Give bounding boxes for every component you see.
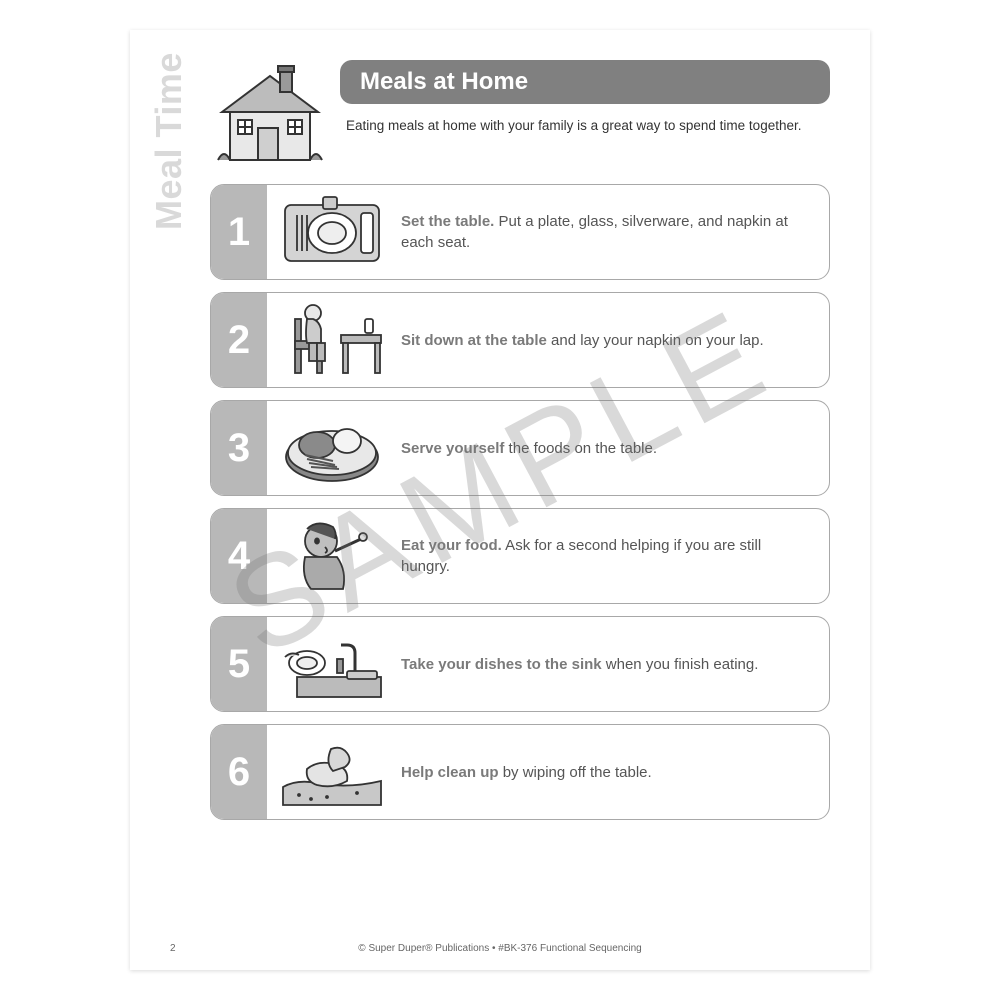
step-row: 4 Eat your food. Ask for a second helpin… (210, 508, 830, 604)
step-text: Sit down at the table and lay your napki… (397, 293, 829, 387)
intro-text: Eating meals at home with your family is… (340, 116, 830, 136)
copyright-text: © Super Duper® Publications • #BK-376 Fu… (170, 943, 830, 954)
side-label: Meal Time (148, 52, 190, 230)
steps-list: 1 Set the table. Put a plate, glass, sil… (210, 184, 830, 820)
step-text: Take your dishes to the sink when you fi… (397, 617, 829, 711)
step-rest: by wiping off the table. (499, 764, 652, 781)
step-row: 1 Set the table. Put a plate, glass, sil… (210, 184, 830, 280)
house-icon (210, 60, 330, 170)
step-rest: when you finish eating. (602, 656, 759, 673)
step-bold: Serve yourself (401, 440, 504, 457)
wiping-icon (267, 725, 397, 819)
page-footer: 2 © Super Duper® Publications • #BK-376 … (170, 943, 830, 954)
step-text: Eat your food. Ask for a second helping … (397, 509, 829, 603)
header-row: Meals at Home Eating meals at home with … (210, 60, 830, 170)
step-bold: Help clean up (401, 764, 499, 781)
sink-icon (267, 617, 397, 711)
step-rest: and lay your napkin on your lap. (547, 332, 764, 349)
worksheet-page: Meal Time (130, 30, 870, 970)
step-row: 6 Help clean up by wiping off the table. (210, 724, 830, 820)
step-number: 3 (211, 401, 267, 495)
step-number: 6 (211, 725, 267, 819)
step-number: 5 (211, 617, 267, 711)
step-row: 5 Take your dishes to the sink when you … (210, 616, 830, 712)
step-bold: Sit down at the table (401, 332, 547, 349)
step-bold: Set the table. (401, 213, 494, 230)
step-text: Help clean up by wiping off the table. (397, 725, 829, 819)
step-number: 1 (211, 185, 267, 279)
header-text-column: Meals at Home Eating meals at home with … (340, 60, 830, 136)
step-row: 3 Serve yourself the foods on the table. (210, 400, 830, 496)
step-text: Set the table. Put a plate, glass, silve… (397, 185, 829, 279)
step-text: Serve yourself the foods on the table. (397, 401, 829, 495)
page-title: Meals at Home (340, 60, 830, 104)
step-number: 2 (211, 293, 267, 387)
step-number: 4 (211, 509, 267, 603)
sitting-icon (267, 293, 397, 387)
plate-food-icon (267, 401, 397, 495)
step-bold: Take your dishes to the sink (401, 656, 602, 673)
eating-icon (267, 509, 397, 603)
step-rest: the foods on the table. (504, 440, 657, 457)
step-bold: Eat your food. (401, 537, 502, 554)
placesetting-icon (267, 185, 397, 279)
step-row: 2 Sit down at the table and lay (210, 292, 830, 388)
